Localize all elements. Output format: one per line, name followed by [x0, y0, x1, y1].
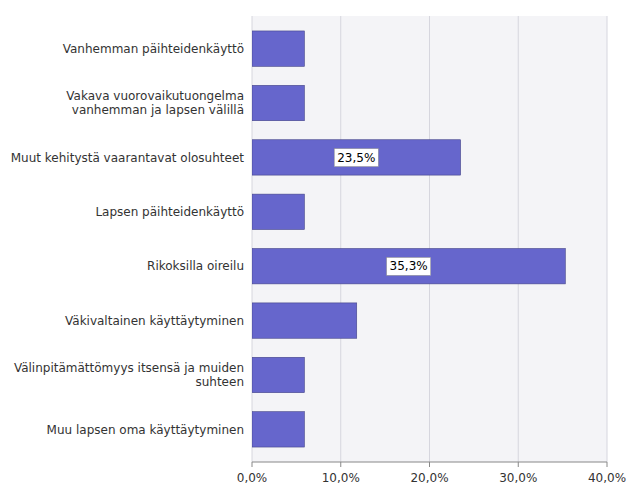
bars: [252, 31, 565, 447]
data-label: 35,3%: [390, 259, 428, 273]
chart: 0,0% 10,0% 20,0% 30,0% 40,0% 35,3% 23,5% Muu la…: [0, 0, 629, 504]
grid-line: [518, 16, 519, 462]
tick-mark: [429, 462, 430, 467]
tick-label: 20,0%: [410, 471, 448, 485]
tick-mark: [340, 462, 341, 467]
tick-mark: [607, 462, 608, 467]
x-axis: 0,0% 10,0% 20,0% 30,0% 40,0%: [237, 462, 626, 485]
category-label: Välinpitämättömyys itsensä ja muidensuht…: [14, 361, 244, 389]
tick-label: 30,0%: [499, 471, 537, 485]
bar: [252, 412, 304, 447]
tick-label: 0,0%: [237, 471, 268, 485]
category-label: Rikoksilla oireilu: [147, 259, 244, 273]
tick-mark: [518, 462, 519, 467]
bar: [252, 357, 304, 392]
bar: [252, 194, 304, 229]
grid-line: [607, 16, 608, 462]
tick-mark: [252, 462, 253, 467]
grid-line: [429, 16, 430, 462]
tick-label: 40,0%: [588, 471, 626, 485]
tick-label: 10,0%: [322, 471, 360, 485]
grid: [252, 16, 607, 462]
grid-line: [340, 16, 341, 462]
plot-background: [252, 16, 607, 462]
x-axis-line: [252, 462, 607, 463]
data-label-box: [387, 257, 431, 275]
bar: [252, 85, 304, 120]
data-labels: 35,3% 23,5%: [334, 149, 430, 276]
bar: [252, 31, 304, 66]
grid-line: [252, 16, 253, 462]
category-label: Vakava vuorovaikutuongelmavanhemman ja l…: [66, 89, 244, 117]
data-label: 23,5%: [337, 151, 375, 165]
category-label: Väkivaltainen käyttäytyminen: [65, 314, 244, 328]
category-label: Lapsen päihteidenkäyttö: [95, 205, 244, 219]
data-label-box: [334, 149, 378, 167]
y-axis-labels: Muu lapsen oma käyttäytyminen Välinpitämä…: [11, 42, 245, 437]
bar: [252, 303, 357, 338]
bar: [252, 140, 461, 175]
category-label: Muut kehitystä vaarantavat olosuhteet: [11, 151, 245, 165]
category-label: Muu lapsen oma käyttäytyminen: [47, 423, 244, 437]
category-label: Vanhemman päihteidenkäyttö: [63, 42, 244, 56]
bar: [252, 249, 565, 284]
